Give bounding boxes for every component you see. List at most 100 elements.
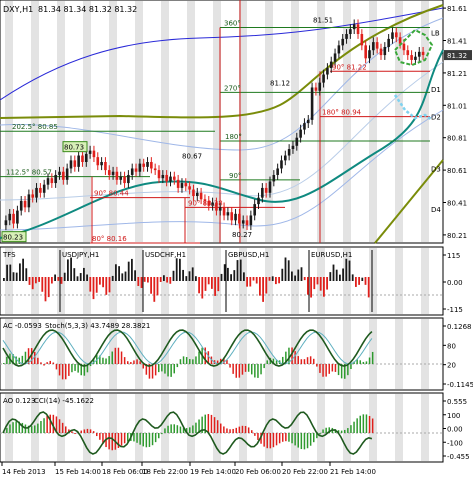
candle-body	[92, 150, 96, 158]
gann-level-label: 180°	[225, 133, 242, 141]
tfs-bar	[169, 277, 172, 284]
candle-body	[272, 174, 276, 182]
ac-histogram-bar	[86, 364, 89, 373]
ac-histogram-bar	[232, 364, 234, 374]
ac-histogram-bar	[238, 364, 241, 378]
ichimoku-cloud	[393, 28, 434, 67]
ao-histogram-bar	[247, 427, 250, 433]
ac-histogram-bar	[275, 360, 278, 364]
ac-histogram-bar	[89, 364, 92, 367]
candle-body	[364, 45, 367, 59]
ao-histogram-bar	[176, 425, 179, 433]
candle-body	[27, 194, 31, 208]
tfs-bar	[35, 277, 37, 284]
session-band	[5, 319, 13, 389]
ao-histogram-bar	[192, 425, 194, 433]
ac-histogram-bar	[316, 364, 318, 367]
ao-histogram-bar	[309, 433, 312, 446]
session-band	[57, 319, 65, 389]
ac-histogram-bar	[285, 351, 287, 364]
ac-histogram-bar	[223, 357, 225, 364]
candle-body	[222, 207, 226, 216]
stoch-label: Stoch(5,3,3) 43.7489 28.3821	[45, 322, 150, 330]
ao-histogram-bar	[198, 419, 200, 433]
ao-histogram-bar	[272, 433, 275, 448]
ao-histogram-bar	[278, 433, 281, 444]
ao-histogram-bar	[46, 415, 48, 433]
ac-histogram-bar	[142, 364, 144, 369]
candle-body	[69, 160, 73, 169]
session-band	[57, 1, 65, 242]
ao-histogram-bar	[173, 424, 175, 433]
ac-histogram-bar	[40, 362, 42, 364]
ao-histogram-bar	[68, 429, 70, 433]
axis-tick-label: -0.1145	[447, 381, 473, 389]
candle-body	[253, 204, 256, 216]
session-band	[395, 319, 403, 389]
gann-level-label: 202.5° 80.85	[12, 123, 58, 131]
ac-histogram-bar	[127, 361, 129, 364]
ac-histogram-bar	[111, 351, 113, 364]
tfs-bar	[236, 260, 239, 281]
ac-histogram-bar	[71, 364, 73, 373]
ac-histogram-bar	[207, 351, 210, 364]
tfs-bar	[140, 277, 143, 288]
candle-body	[303, 123, 306, 130]
tfs-bar	[19, 263, 21, 281]
ac-histogram-bar	[133, 360, 135, 364]
tfs-bar	[323, 277, 325, 297]
ac-histogram-bar	[179, 359, 182, 364]
ao-histogram-bar	[96, 433, 98, 437]
gann-level-label: 270°	[224, 84, 241, 92]
last-price-label: 81.32	[447, 52, 467, 60]
tfs-bar	[278, 277, 280, 284]
ac-histogram-bar	[145, 364, 148, 375]
gann-level-label: 90° 80.44	[94, 190, 129, 198]
candle-body	[375, 42, 379, 49]
candle-body	[238, 213, 241, 224]
ao-histogram-bar	[117, 433, 120, 448]
ao-histogram-bar	[145, 433, 148, 448]
ao-histogram-bar	[40, 421, 42, 433]
ac-histogram-bar	[102, 357, 104, 364]
session-band	[135, 394, 143, 461]
tfs-bar	[89, 277, 92, 292]
ao-histogram-bar	[251, 430, 253, 433]
ao-histogram-bar	[306, 433, 309, 449]
price-tick-label: 80.21	[447, 232, 467, 240]
ac-histogram-bar	[216, 360, 219, 364]
candle-body	[333, 53, 337, 62]
candle-body	[58, 171, 61, 175]
ao-histogram-bar	[43, 418, 45, 433]
tfs-bar	[127, 261, 130, 281]
ao-histogram-bar	[344, 429, 346, 433]
tfs-bar	[275, 277, 277, 285]
candle-body	[257, 197, 260, 205]
candle-body	[314, 87, 318, 91]
session-band	[239, 1, 247, 242]
ac-histogram-bar	[260, 364, 262, 375]
point-label-box	[62, 141, 88, 153]
ac-histogram-bar	[356, 359, 358, 364]
ac-histogram-bar	[350, 364, 352, 370]
candle-body	[161, 174, 165, 179]
candle-body	[421, 51, 425, 56]
candle-body	[245, 220, 249, 226]
candle-body	[398, 37, 402, 44]
ac-histogram-bar	[77, 364, 79, 373]
ao-histogram-bar	[325, 427, 327, 433]
ac-histogram-bar	[170, 364, 172, 377]
side-label: D3	[431, 165, 441, 173]
candle-body	[360, 34, 364, 46]
tfs-bar	[111, 275, 114, 281]
ao-histogram-bar	[27, 425, 30, 433]
candle-body	[123, 176, 126, 184]
tfs-bar	[233, 270, 236, 281]
candle-body	[153, 168, 157, 171]
candle-body	[207, 200, 211, 206]
ac-histogram-bar	[164, 364, 166, 374]
ao-histogram-bar	[254, 433, 256, 436]
ac-histogram-bar	[185, 357, 188, 364]
tfs-bar	[25, 268, 28, 281]
